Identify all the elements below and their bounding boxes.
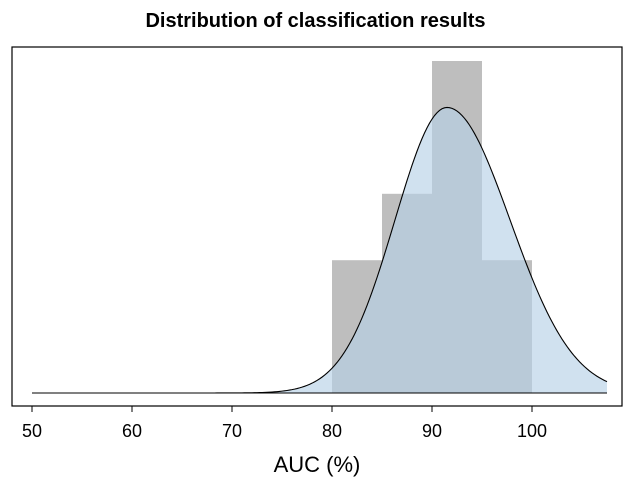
chart-title: Distribution of classification results <box>145 10 486 32</box>
x-axis: 50 60 70 80 90 100 <box>22 406 547 441</box>
x-tick-label: 50 <box>22 421 42 441</box>
x-tick-label: 60 <box>122 421 142 441</box>
density-area <box>32 107 607 393</box>
x-tick-label: 90 <box>422 421 442 441</box>
density-layer <box>32 106 608 394</box>
x-tick-label: 80 <box>322 421 342 441</box>
x-axis-label: AUC (%) <box>274 452 361 477</box>
plot-frame <box>11 46 623 407</box>
x-tick-label: 100 <box>517 421 547 441</box>
x-tick-label: 70 <box>222 421 242 441</box>
